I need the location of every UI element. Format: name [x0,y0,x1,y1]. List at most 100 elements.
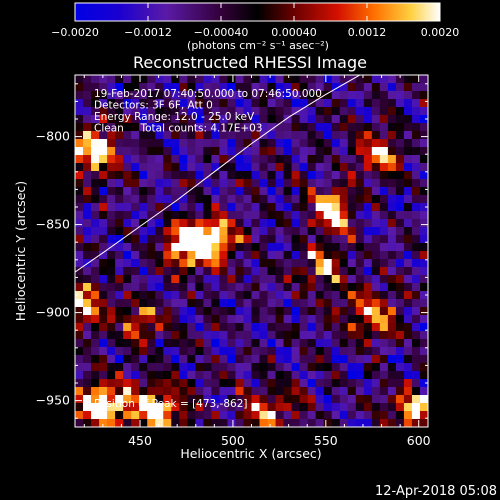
heatmap-cell [315,187,325,196]
heatmap-cell [299,275,309,284]
heatmap-cell [403,83,413,92]
heatmap-cell [379,355,389,364]
heatmap-cell [331,243,341,252]
heatmap-cell [371,99,381,108]
heatmap-cell [331,91,341,100]
heatmap-cell [291,411,301,420]
heatmap-cell [299,419,309,427]
heatmap-cell [387,75,397,84]
heatmap-cell [307,395,317,404]
heatmap-cell [115,419,124,427]
heatmap-cell [107,155,116,164]
heatmap-cell [115,331,124,340]
heatmap-cell [251,235,260,244]
heatmap-cell [219,155,228,164]
heatmap-cell [219,219,228,228]
heatmap-cell [163,123,172,132]
heatmap-cell [91,227,100,236]
heatmap-cell [299,323,309,332]
heatmap-cell [323,99,333,108]
heatmap-cell [131,419,140,427]
heatmap-cell [323,203,333,212]
heatmap-cell [75,275,84,284]
heatmap-cell [339,315,349,324]
heatmap-cell [147,211,156,220]
heatmap-cell [187,355,196,364]
heatmap-cell [131,83,140,92]
heatmap-cell [371,179,381,188]
heatmap-cell [379,267,389,276]
heatmap-cell [195,339,204,348]
heatmap-cell [323,227,333,236]
heatmap-cell [219,267,228,276]
heatmap-cell [179,147,188,156]
heatmap-cell [227,411,236,420]
heatmap-cell [259,187,268,196]
heatmap-cell [139,363,148,372]
heatmap-cell [243,339,252,348]
heatmap-cell [307,163,317,172]
heatmap-cell [411,275,421,284]
heatmap-cell [91,315,100,324]
heatmap-cell [139,91,148,100]
heatmap-cell [211,203,220,212]
heatmap-cell [419,171,428,180]
heatmap-cell [323,339,333,348]
heatmap-cell [371,259,381,268]
heatmap-cell [235,227,244,236]
heatmap-cell [307,75,317,84]
heatmap-cell [219,371,228,380]
heatmap-cell [355,307,365,316]
heatmap-cell [251,355,260,364]
heatmap-cell [171,123,180,132]
heatmap-cell [227,323,236,332]
heatmap-cell [251,195,260,204]
heatmap-cell [283,307,293,316]
heatmap-cell [139,411,148,420]
heatmap-cell [395,331,405,340]
heatmap-cell [363,419,373,427]
heatmap-cell [403,275,413,284]
heatmap-cell [139,355,148,364]
heatmap-cell [307,91,317,100]
heatmap-cell [371,203,381,212]
heatmap-cell [283,339,293,348]
heatmap-cell [227,179,236,188]
observation-info: 19-Feb-2017 07:40:50.000 to 07:46:50.000… [94,88,322,135]
heatmap-cell [411,411,421,420]
heatmap-cell [259,419,268,427]
heatmap-cell [75,347,84,356]
heatmap-cell [347,267,357,276]
heatmap-cell [243,211,252,220]
heatmap-cell [387,83,397,92]
heatmap-cell [123,179,132,188]
heatmap-cell [379,339,389,348]
heatmap-cell [331,387,341,396]
heatmap-cell [395,203,405,212]
heatmap-cell [107,331,116,340]
heatmap-cell [171,131,180,140]
heatmap-cell [323,211,333,220]
heatmap-cell [315,219,325,228]
heatmap-cell [99,139,108,148]
heatmap-cell [331,235,341,244]
heatmap-cell [83,307,92,316]
heatmap-cell [99,363,108,372]
heatmap-cell [283,403,293,412]
heatmap-cell [243,155,252,164]
heatmap-cell [163,75,172,84]
heatmap-cell [387,379,397,388]
heatmap-cell [379,347,389,356]
heatmap-cell [307,123,317,132]
heatmap-cell [251,259,260,268]
heatmap-cell [307,179,317,188]
heatmap-cell [395,403,405,412]
heatmap-cell [323,171,333,180]
heatmap-cell [195,163,204,172]
heatmap-cell [411,91,421,100]
heatmap-cell [139,275,148,284]
heatmap-cell [379,363,389,372]
heatmap-cell [195,139,204,148]
heatmap-cell [363,83,373,92]
heatmap-cell [411,299,421,308]
